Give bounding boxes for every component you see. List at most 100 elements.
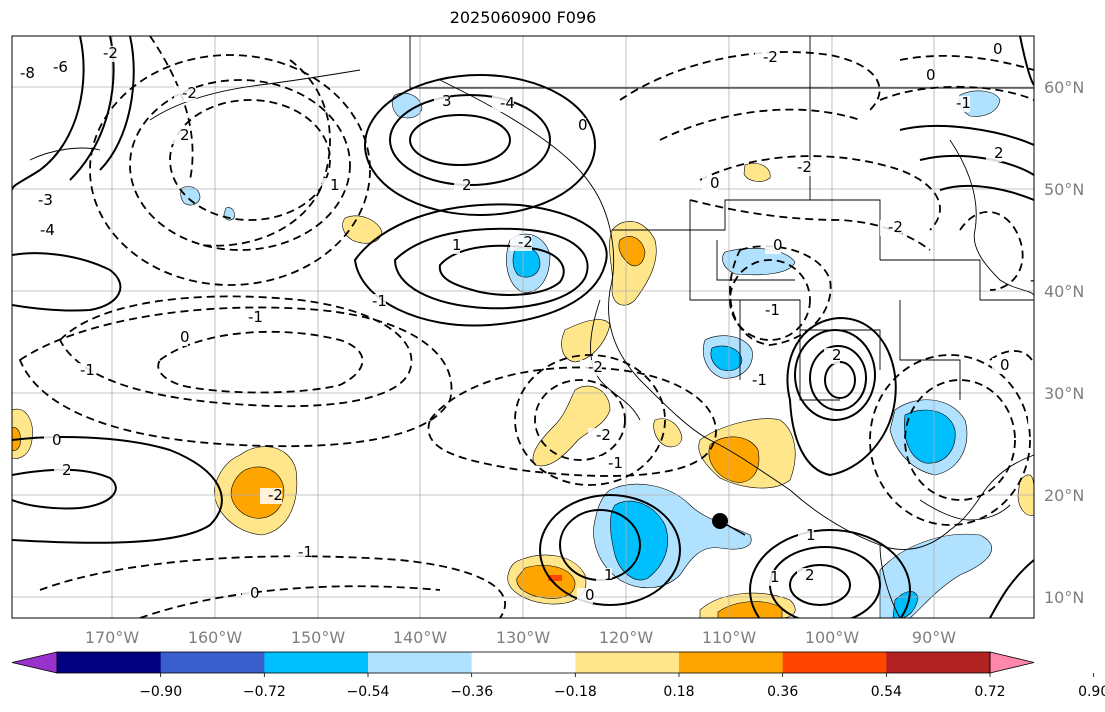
contour-label: -2 [888, 218, 903, 236]
contour-label-bg [30, 193, 52, 209]
contour-label-bg [797, 568, 813, 584]
lon-label: 140°W [393, 628, 448, 647]
contour-label-bg [765, 238, 781, 254]
contour-label: -4 [40, 221, 55, 239]
contour-label-bg [880, 220, 902, 236]
contour-label-bg [364, 294, 386, 310]
contour-label: 2 [462, 176, 472, 194]
contour-label: 0 [1000, 356, 1010, 374]
contour-label: 0 [926, 66, 936, 84]
colorbar-tick-label: 0.90 [1078, 684, 1105, 700]
contour-label-bg [1022, 273, 1034, 289]
colorbar-segment [679, 652, 784, 673]
contour-label-bg [172, 128, 188, 144]
contour-label: -8 [20, 64, 35, 82]
negative-anomaly-southwest-core [710, 345, 743, 371]
contour-label-bg [918, 68, 934, 84]
colorbar-ticks: −0.90 −0.72 −0.54 −0.36 −0.18 0.18 0.36 0.54 0.7… [139, 673, 1105, 700]
contour-label-bg [240, 310, 262, 326]
contour-label: -2 [103, 44, 118, 62]
contour-label: 0 [52, 431, 62, 449]
colorbar-segment [368, 652, 473, 673]
contour-label: -1 [765, 301, 780, 319]
colorbar-extend-max [989, 651, 1035, 674]
lat-label: 40°N [1044, 282, 1084, 301]
positive-anomaly-canada [743, 163, 771, 182]
contour-label-bg [702, 176, 718, 192]
colorbar-segment [886, 652, 991, 673]
contour-label-bg [95, 46, 117, 62]
contour-label: -1 [1030, 271, 1045, 289]
lon-label: 150°W [291, 628, 346, 647]
negative-anomaly-gulfak [180, 186, 201, 206]
contour-label-bg [755, 50, 777, 66]
contour-label: 2 [994, 144, 1004, 162]
contour-label: -1 [956, 94, 971, 112]
lon-label: 110°W [702, 628, 757, 647]
contour-label: -1 [80, 361, 95, 379]
contour-label: -2 [518, 233, 533, 251]
lon-label: 170°W [85, 628, 140, 647]
contour-label-bg [12, 66, 34, 82]
lat-label: 20°N [1044, 486, 1084, 505]
colorbar-tick-label: −0.90 [139, 684, 182, 700]
lon-label: 130°W [496, 628, 551, 647]
contour-label-bg [744, 373, 766, 389]
contour-label-bg [54, 463, 70, 479]
negative-anomaly-gulf-core [904, 409, 956, 464]
contour-label: 3 [442, 92, 452, 110]
contour-label-bg [986, 146, 1002, 162]
contour-label: -2 [182, 84, 197, 102]
colorbar-tick-label: 0.36 [767, 684, 798, 700]
contour-label-bg [172, 330, 188, 346]
contour-label-bg [580, 360, 602, 376]
positive-anomaly-bottom-core [717, 601, 783, 618]
contour-label-bg [174, 86, 196, 102]
contour-label-bg [596, 568, 612, 584]
contour-label-bg [577, 588, 593, 604]
positive-anomaly-hawaii-core [230, 466, 285, 519]
contour-label-bg [757, 303, 779, 319]
colorbar-segment [782, 652, 887, 673]
contour-label-bg [260, 488, 282, 504]
contour-label-bg [948, 96, 970, 112]
contour-label: -1 [608, 454, 623, 472]
contour-label-bg [985, 42, 1001, 58]
colorbar-tick-label: −0.72 [243, 684, 286, 700]
shaded-anomalies [12, 90, 1034, 618]
colorbar-tick-label: −0.18 [554, 684, 597, 700]
colorbar-tick-label: −0.54 [347, 684, 390, 700]
contour-label: 2 [180, 126, 190, 144]
lon-label: 120°W [599, 628, 654, 647]
contour-label-bg [45, 60, 67, 76]
contour-label-bg [322, 178, 338, 194]
positive-contours [12, 36, 1034, 618]
negative-anomaly-alaska [391, 92, 423, 119]
contour-label: -3 [38, 191, 53, 209]
lat-label: 30°N [1044, 384, 1084, 403]
contour-label: -2 [763, 48, 778, 66]
contour-label: 0 [180, 328, 190, 346]
contour-label-bg [789, 160, 811, 176]
contour-label: -2 [596, 426, 611, 444]
contour-label: 2 [832, 346, 842, 364]
colorbar-segment [264, 652, 369, 673]
contour-label-bg [492, 96, 514, 112]
latitude-labels: 60°N 50°N 40°N 30°N 20°N 10°N [1044, 78, 1084, 607]
contour-label-bg [454, 178, 470, 194]
contour-label: 1 [604, 566, 614, 584]
contour-label-bg [32, 223, 54, 239]
contour-label-bg [444, 238, 460, 254]
contour-label-bg [600, 456, 622, 472]
contour-label-bg [824, 348, 840, 364]
colorbar-segment [160, 652, 265, 673]
colorbar-tick-label: 0.18 [663, 684, 694, 700]
positive-anomaly-mexico-core [708, 436, 760, 483]
lat-label: 50°N [1044, 180, 1084, 199]
colorbar: −0.90 −0.72 −0.54 −0.36 −0.18 0.18 0.36 0.54 0.7… [11, 651, 1105, 700]
contour-label: -4 [500, 94, 515, 112]
contour-label-bg [570, 118, 586, 134]
contour-label-bg [72, 363, 94, 379]
contour-label: -1 [752, 371, 767, 389]
